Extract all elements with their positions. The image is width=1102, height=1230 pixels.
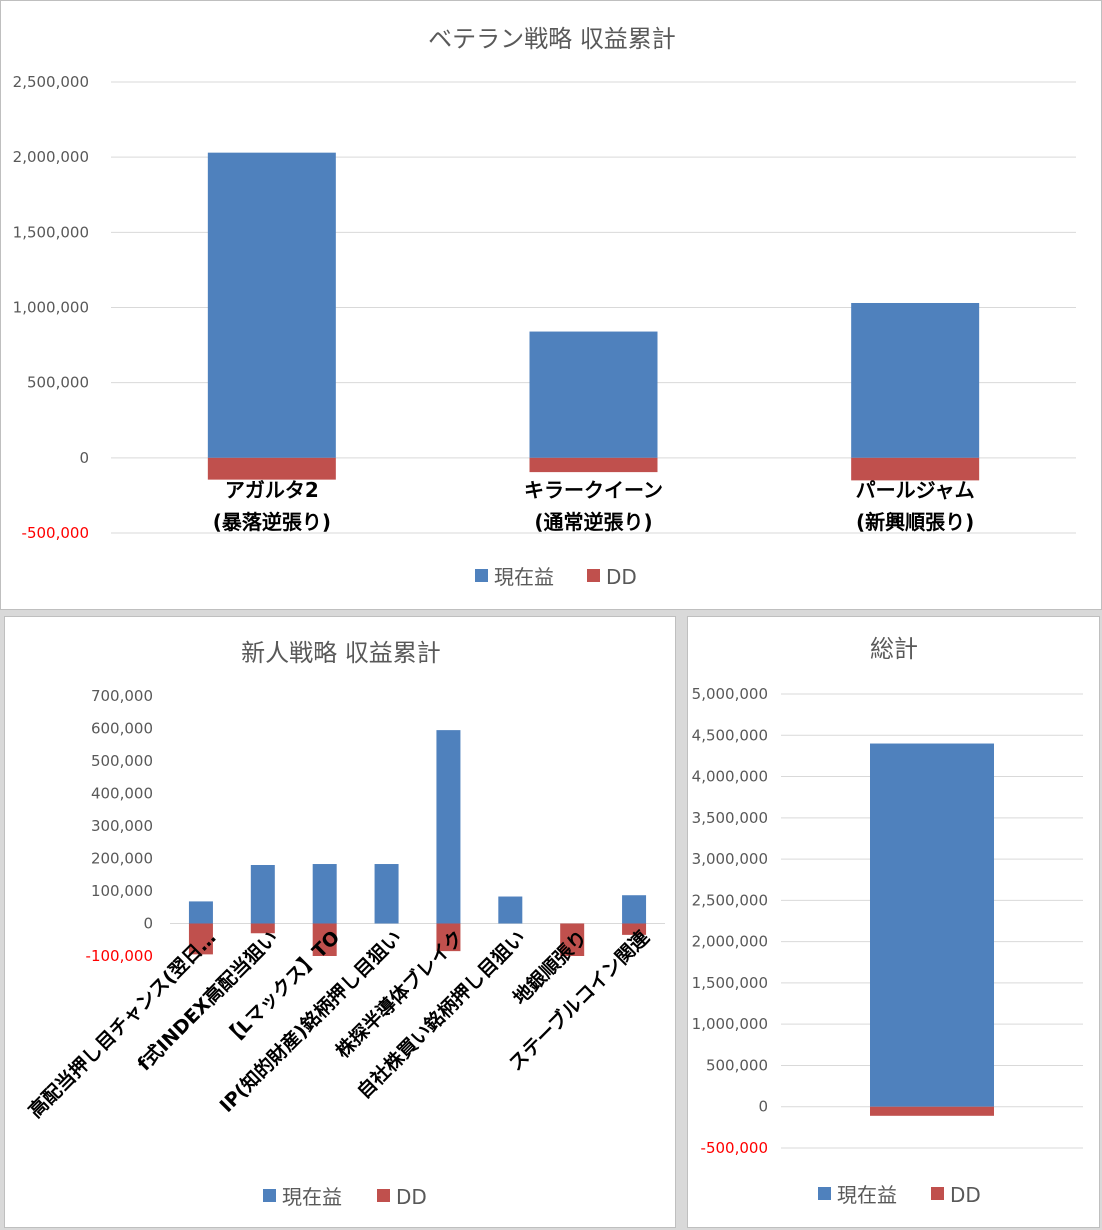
rookie-chart: 新人戦略 収益累計 -100,000 0 100,000 200,000 300,000… — [24, 639, 665, 1209]
y-tick-label: 400,000 — [91, 785, 153, 803]
chart-title: 新人戦略 収益累計 — [241, 639, 441, 667]
y-tick-label: 5,000,000 — [692, 685, 768, 703]
y-tick-label: 1,500,000 — [692, 974, 768, 992]
y-tick-label: -500,000 — [701, 1139, 768, 1157]
category-label: (暴落逆張り) — [213, 510, 331, 534]
legend-label-profit: 現在益 — [282, 1185, 342, 1209]
category-label: (新興順張り) — [856, 510, 974, 534]
y-tick-label: 3,500,000 — [692, 809, 768, 827]
y-tick-label: 100,000 — [91, 882, 153, 900]
y-tick-label: 200,000 — [91, 850, 153, 868]
y-tick-label: 500,000 — [27, 374, 89, 392]
chart-title: 総計 — [870, 635, 918, 663]
veteran-chart: ベテラン戦略 収益累計 -500,000 0 500,000 1,000,000 1,5… — [13, 25, 1076, 589]
chart-title: ベテラン戦略 収益累計 — [428, 25, 676, 53]
y-tick-label: 4,500,000 — [692, 726, 768, 744]
legend-label-dd: DD — [606, 565, 637, 589]
bar-profit — [622, 895, 647, 924]
y-tick-label: 3,000,000 — [692, 850, 768, 868]
legend: 現在益 DD — [818, 1183, 981, 1207]
rookie-chart-panel: 新人戦略 収益累計 -100,000 0 100,000 200,000 300,000… — [4, 616, 676, 1228]
bar-profit — [870, 743, 994, 1107]
category-label: (通常逆張り) — [534, 510, 652, 534]
y-tick-label: 2,500,000 — [692, 891, 768, 909]
legend-swatch-profit — [818, 1187, 831, 1200]
legend: 現在益 DD — [475, 565, 637, 589]
category-label: キラークイーン — [524, 478, 663, 502]
veteran-chart-panel: ベテラン戦略 収益累計 -500,000 0 500,000 1,000,000 1,5… — [0, 0, 1102, 610]
y-tick-label: -500,000 — [22, 524, 89, 542]
y-tick-label: 4,000,000 — [692, 768, 768, 786]
y-tick-label: 0 — [79, 449, 89, 467]
bar-dd — [312, 923, 337, 956]
legend-swatch-profit — [475, 569, 488, 582]
legend-label-dd: DD — [950, 1183, 981, 1207]
y-tick-label: 2,000,000 — [692, 933, 768, 951]
bar-profit — [207, 152, 336, 458]
legend-label-profit: 現在益 — [494, 565, 554, 589]
bar-profit — [188, 901, 213, 924]
y-tick-label: 300,000 — [91, 817, 153, 835]
bar-dd — [560, 923, 585, 956]
y-tick-label: 1,000,000 — [13, 299, 89, 317]
category-label: 【Lマックス】TO — [219, 926, 345, 1052]
category-label: アガルタ2 — [225, 478, 319, 502]
y-tick-label: 2,500,000 — [13, 73, 89, 91]
bar-profit — [374, 864, 399, 924]
y-tick-label: 1,000,000 — [692, 1015, 768, 1033]
bar-dd — [188, 923, 213, 955]
bar-dd — [207, 457, 336, 480]
y-tick-label: 2,000,000 — [13, 148, 89, 166]
legend-label-profit: 現在益 — [837, 1183, 897, 1207]
total-chart: 総計 -500,000 0 500,000 1,000,000 1,500,000 2,0… — [692, 635, 1083, 1207]
legend: 現在益 DD — [263, 1185, 427, 1209]
bar-dd — [250, 923, 275, 934]
legend-swatch-dd — [931, 1187, 944, 1200]
bar-dd — [870, 1106, 994, 1116]
legend-swatch-dd — [587, 569, 600, 582]
y-tick-label: 0 — [143, 915, 153, 933]
bar-profit — [436, 730, 461, 924]
y-tick-label: 500,000 — [91, 752, 153, 770]
bar-dd — [851, 457, 980, 481]
y-tick-label: 1,500,000 — [13, 223, 89, 241]
bar-dd — [436, 923, 461, 952]
y-tick-label: 700,000 — [91, 687, 153, 705]
bar-profit — [498, 896, 523, 924]
bar-dd — [622, 923, 647, 935]
legend-swatch-dd — [377, 1189, 390, 1202]
y-tick-label: -100,000 — [86, 947, 153, 965]
bar-profit — [851, 302, 980, 458]
bar-profit — [312, 864, 337, 924]
total-chart-panel: 総計 -500,000 0 500,000 1,000,000 1,500,000 2,0… — [687, 616, 1100, 1228]
y-tick-label: 0 — [758, 1098, 768, 1116]
bar-profit — [529, 331, 658, 458]
y-tick-label: 500,000 — [706, 1056, 768, 1074]
category-label: パールジャム — [856, 478, 975, 502]
legend-swatch-profit — [263, 1189, 276, 1202]
y-tick-label: 600,000 — [91, 720, 153, 738]
legend-label-dd: DD — [396, 1185, 427, 1209]
bar-dd — [529, 457, 658, 473]
bar-profit — [250, 865, 275, 924]
